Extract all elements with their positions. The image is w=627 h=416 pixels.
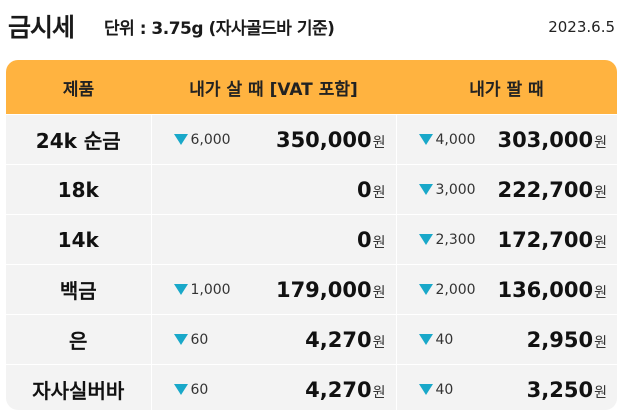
price-table: 제품 내가 살 때 [VAT 포함] 내가 팔 때 24k 순금 6,000 3… (6, 60, 617, 410)
sell-change-value: 40 (435, 381, 454, 398)
buy-price: 350,000 (275, 127, 372, 152)
sell-change: 2,000 (418, 281, 476, 298)
buy-price: 0 (356, 227, 372, 252)
sell-price-cell: 2,000 136,000원 (395, 264, 617, 315)
sell-change-value: 2,000 (435, 281, 476, 298)
sell-price: 3,250 (526, 377, 594, 402)
table-row: 자사실버바 60 4,270원 40 3,250원 (6, 364, 617, 410)
down-triangle-icon (418, 134, 433, 145)
buy-change-value: 60 (190, 381, 209, 398)
sell-change: 4,000 (418, 131, 476, 148)
buy-change: 60 (173, 381, 209, 398)
column-header-product: 제품 (6, 60, 151, 115)
table-row: 14k 0원 2,300 172,700원 (6, 214, 617, 265)
buy-price: 179,000 (275, 277, 372, 302)
currency-unit: 원 (372, 384, 386, 401)
buy-price-cell: 0원 (150, 164, 396, 215)
buy-price-cell: 6,000 350,000원 (150, 114, 396, 165)
buy-change: 6,000 (173, 131, 231, 148)
table-row: 은 60 4,270원 40 2,950원 (6, 314, 617, 365)
buy-price: 0 (356, 177, 372, 202)
table-row: 백금 1,000 179,000원 2,000 136,000원 (6, 264, 617, 315)
sell-change: 3,000 (418, 181, 476, 198)
down-triangle-icon (173, 384, 188, 395)
table-row: 24k 순금 6,000 350,000원 4,000 303,000원 (6, 114, 617, 165)
down-triangle-icon (418, 284, 433, 295)
buy-price: 4,270 (305, 377, 372, 402)
sell-price-cell: 2,300 172,700원 (395, 214, 617, 265)
down-triangle-icon (418, 334, 433, 345)
sell-change: 2,300 (418, 231, 476, 248)
currency-unit: 원 (372, 134, 386, 151)
buy-change: 1,000 (173, 281, 231, 298)
sell-price: 303,000 (497, 127, 594, 152)
buy-price-cell: 1,000 179,000원 (150, 264, 396, 315)
buy-change: 60 (173, 331, 209, 348)
down-triangle-icon (173, 134, 188, 145)
product-name: 14k (6, 214, 151, 265)
buy-price-cell: 0원 (150, 214, 396, 265)
currency-unit: 원 (594, 134, 607, 151)
buy-change-value: 6,000 (190, 131, 231, 148)
down-triangle-icon (173, 284, 188, 295)
sell-change-value: 2,300 (435, 231, 476, 248)
currency-unit: 원 (594, 384, 607, 401)
sell-change-value: 40 (435, 331, 454, 348)
page-title: 금시세 (8, 13, 75, 42)
currency-unit: 원 (594, 284, 607, 301)
product-name: 은 (6, 314, 151, 365)
sell-change-value: 3,000 (435, 181, 476, 198)
sell-price: 222,700 (497, 177, 594, 202)
down-triangle-icon (173, 334, 188, 345)
page-header: 금시세 단위 : 3.75g (자사골드바 기준) 2023.6.5 (0, 0, 627, 56)
buy-price-cell: 60 4,270원 (150, 314, 396, 365)
table-row: 18k 0원 3,000 222,700원 (6, 164, 617, 215)
buy-price: 4,270 (305, 327, 372, 352)
buy-price-cell: 60 4,270원 (150, 364, 396, 410)
sell-price-cell: 3,000 222,700원 (395, 164, 617, 215)
sell-change: 40 (418, 331, 454, 348)
buy-change-value: 60 (190, 331, 209, 348)
sell-price-cell: 40 2,950원 (395, 314, 617, 365)
buy-change-value: 1,000 (190, 281, 231, 298)
sell-price-cell: 40 3,250원 (395, 364, 617, 410)
table-header-row: 제품 내가 살 때 [VAT 포함] 내가 팔 때 (6, 60, 617, 115)
product-name: 18k (6, 164, 151, 215)
sell-price: 172,700 (497, 227, 594, 252)
down-triangle-icon (418, 384, 433, 395)
currency-unit: 원 (372, 284, 386, 301)
product-name: 자사실버바 (6, 364, 151, 410)
currency-unit: 원 (372, 234, 386, 251)
product-name: 백금 (6, 264, 151, 315)
sell-change-value: 4,000 (435, 131, 476, 148)
currency-unit: 원 (372, 184, 386, 201)
down-triangle-icon (418, 184, 433, 195)
down-triangle-icon (418, 234, 433, 245)
column-header-buy: 내가 살 때 [VAT 포함] (151, 60, 396, 115)
currency-unit: 원 (594, 234, 607, 251)
price-date: 2023.6.5 (548, 18, 615, 36)
sell-price: 2,950 (526, 327, 594, 352)
sell-change: 40 (418, 381, 454, 398)
product-name: 24k 순금 (6, 114, 151, 165)
currency-unit: 원 (372, 334, 386, 351)
sell-price: 136,000 (497, 277, 594, 302)
column-header-sell: 내가 팔 때 (396, 60, 617, 115)
currency-unit: 원 (594, 334, 607, 351)
currency-unit: 원 (594, 184, 607, 201)
sell-price-cell: 4,000 303,000원 (395, 114, 617, 165)
unit-note: 단위 : 3.75g (자사골드바 기준) (104, 19, 335, 39)
